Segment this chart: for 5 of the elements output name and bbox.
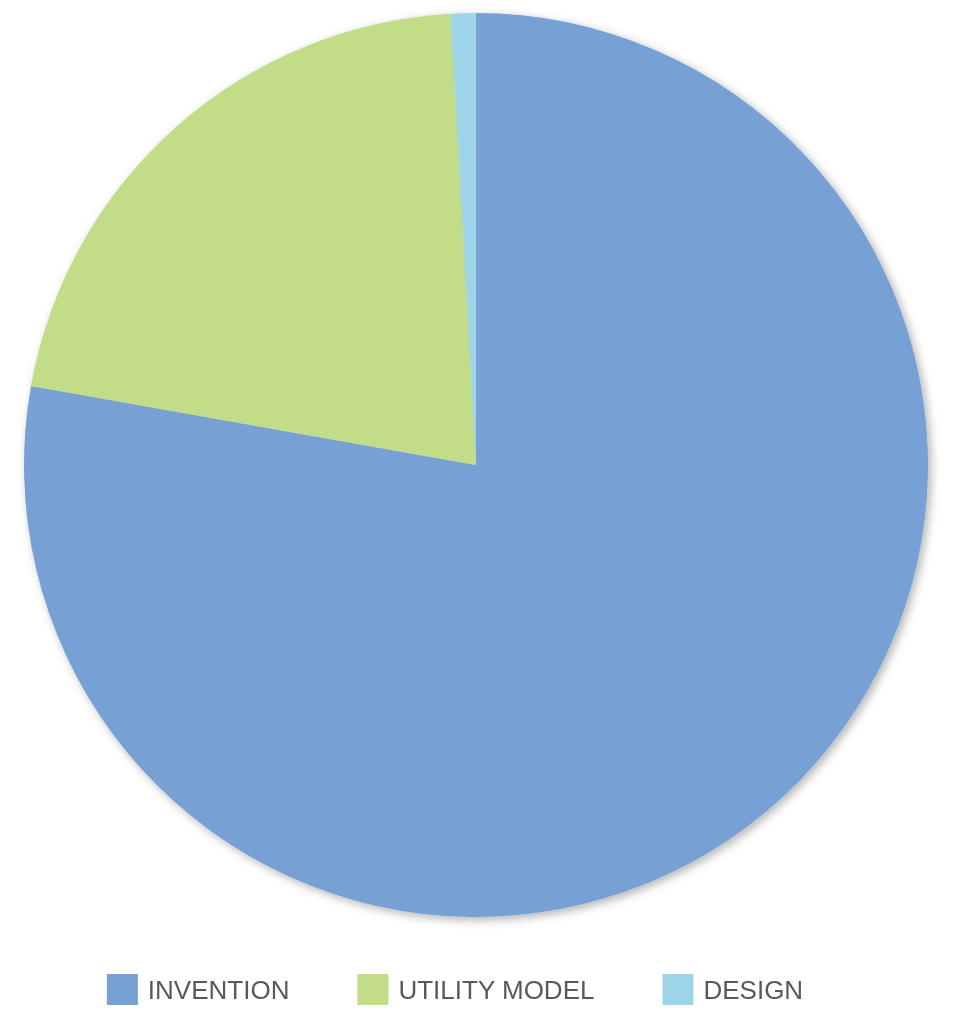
- legend-label: INVENTION: [147, 974, 290, 1005]
- legend-label: DESIGN: [703, 974, 804, 1005]
- pie-slice: [30, 13, 476, 465]
- legend-label: UTILITY MODEL: [398, 974, 595, 1005]
- pie-slice: [24, 13, 928, 917]
